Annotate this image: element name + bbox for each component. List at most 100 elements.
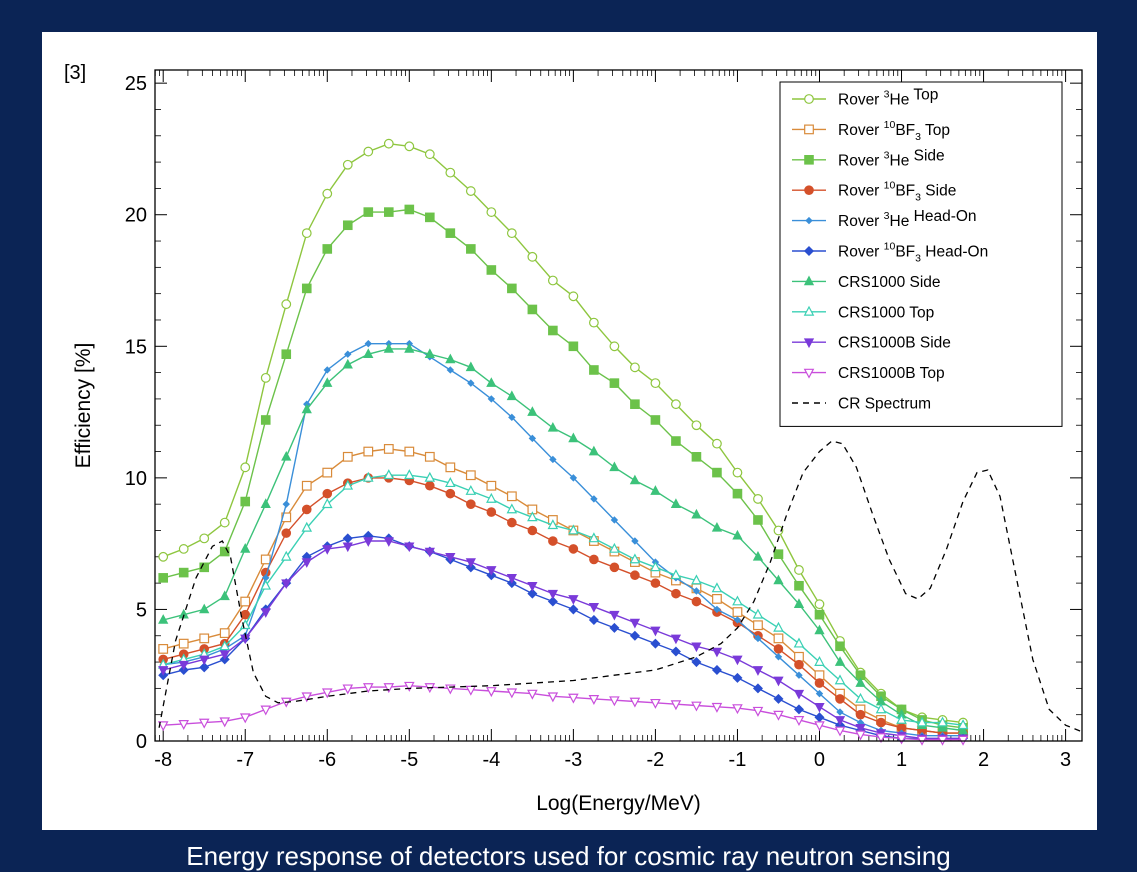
data-point: [937, 716, 948, 727]
data-point: [342, 159, 353, 170]
legend-entry: CRS1000B Top: [792, 365, 945, 382]
data-point: [711, 647, 723, 658]
data-point: [773, 676, 784, 687]
data-point: [219, 650, 230, 661]
data-point: [568, 604, 579, 615]
data-point: [814, 624, 825, 635]
data-point: [281, 528, 292, 538]
data-point: [629, 697, 641, 708]
data-point: [732, 595, 743, 606]
data-point: [301, 521, 313, 532]
data-point: [301, 403, 312, 414]
data-point: [342, 358, 353, 369]
data-point: [301, 228, 312, 239]
data-point: [937, 721, 948, 732]
legend-box: [779, 81, 1063, 427]
data-point: [588, 532, 600, 543]
data-point: [691, 574, 702, 585]
data-point: [424, 547, 435, 558]
data-point: [773, 549, 784, 559]
series-5: [158, 530, 969, 744]
data-point: [752, 550, 764, 561]
legend-label: Rover 3He Top: [838, 87, 938, 109]
data-point: [281, 299, 292, 310]
data-point: [364, 339, 372, 348]
x-tick-label: -2: [647, 749, 665, 771]
data-point: [804, 155, 814, 165]
data-point: [240, 543, 251, 553]
legend-entry: Rover 3He Side: [792, 147, 945, 169]
legend-label: Rover 10BF3 Side: [838, 180, 956, 204]
legend-entry: Rover 3He Top: [792, 87, 938, 109]
data-point: [342, 479, 354, 490]
x-tick-label: -8: [154, 749, 172, 771]
data-point: [711, 664, 722, 675]
data-point: [321, 498, 333, 509]
data-point: [465, 685, 477, 696]
x-tick-label: -6: [318, 749, 336, 771]
data-point: [424, 471, 436, 482]
data-point: [527, 525, 538, 536]
data-point: [465, 361, 476, 372]
data-point: [158, 551, 169, 562]
data-point: [752, 706, 764, 717]
data-point: [691, 508, 702, 519]
series-line: [163, 535, 963, 740]
x-tick-label: 3: [1060, 749, 1071, 771]
series-line: [163, 208, 964, 729]
legend-entry: CRS1000 Side: [792, 274, 941, 291]
data-point: [732, 488, 743, 499]
data-point: [650, 561, 661, 572]
data-point: [805, 216, 813, 225]
data-point: [732, 529, 743, 540]
data-point: [527, 304, 538, 315]
data-point: [754, 634, 762, 643]
data-point: [507, 517, 517, 528]
data-point: [527, 511, 538, 522]
data-point: [711, 702, 723, 713]
data-point: [773, 525, 784, 536]
data-point: [281, 349, 292, 359]
data-point: [260, 415, 271, 425]
data-point: [804, 94, 814, 104]
data-point: [712, 594, 722, 604]
data-point: [650, 378, 661, 389]
x-tick-label: -1: [729, 749, 747, 771]
plot-frame: [154, 69, 1083, 742]
data-point: [404, 542, 415, 553]
data-point: [670, 700, 682, 711]
data-point: [528, 434, 537, 443]
data-point: [158, 614, 169, 624]
data-point: [793, 716, 805, 727]
y-tick-label: 5: [136, 599, 147, 621]
data-point: [486, 687, 497, 698]
data-point: [753, 620, 763, 631]
series-line: [163, 477, 963, 734]
data-point: [342, 533, 353, 544]
series-line: [163, 343, 963, 737]
data-point: [855, 724, 866, 734]
y-tick-label: 15: [125, 336, 147, 358]
reference-label: [3]: [64, 62, 87, 84]
data-point: [506, 228, 517, 239]
data-point: [322, 467, 333, 478]
tick-labels: -8 -7 -6 -5 -4 -3 -2 -1 0 1 2 3 0 5 10 15 20 25: [125, 73, 1071, 771]
data-point: [650, 415, 661, 425]
data-point: [506, 503, 518, 514]
data-point: [506, 390, 517, 401]
data-point: [219, 640, 231, 651]
data-point: [630, 570, 640, 581]
data-point: [240, 609, 251, 620]
data-point: [568, 524, 579, 535]
data-point: [445, 167, 456, 178]
data-point: [239, 619, 251, 630]
data-point: [301, 480, 312, 491]
series-line: [163, 684, 963, 741]
data-point: [178, 544, 189, 554]
data-point: [896, 713, 907, 724]
data-point: [281, 579, 292, 589]
data-point: [691, 701, 702, 712]
chart-canvas: -8 -7 -6 -5 -4 -3 -2 -1 0 1 2 3 0 5 10 15 20 25 Log(Energ…: [72, 69, 1083, 815]
data-point: [670, 634, 682, 645]
data-point: [445, 477, 456, 488]
